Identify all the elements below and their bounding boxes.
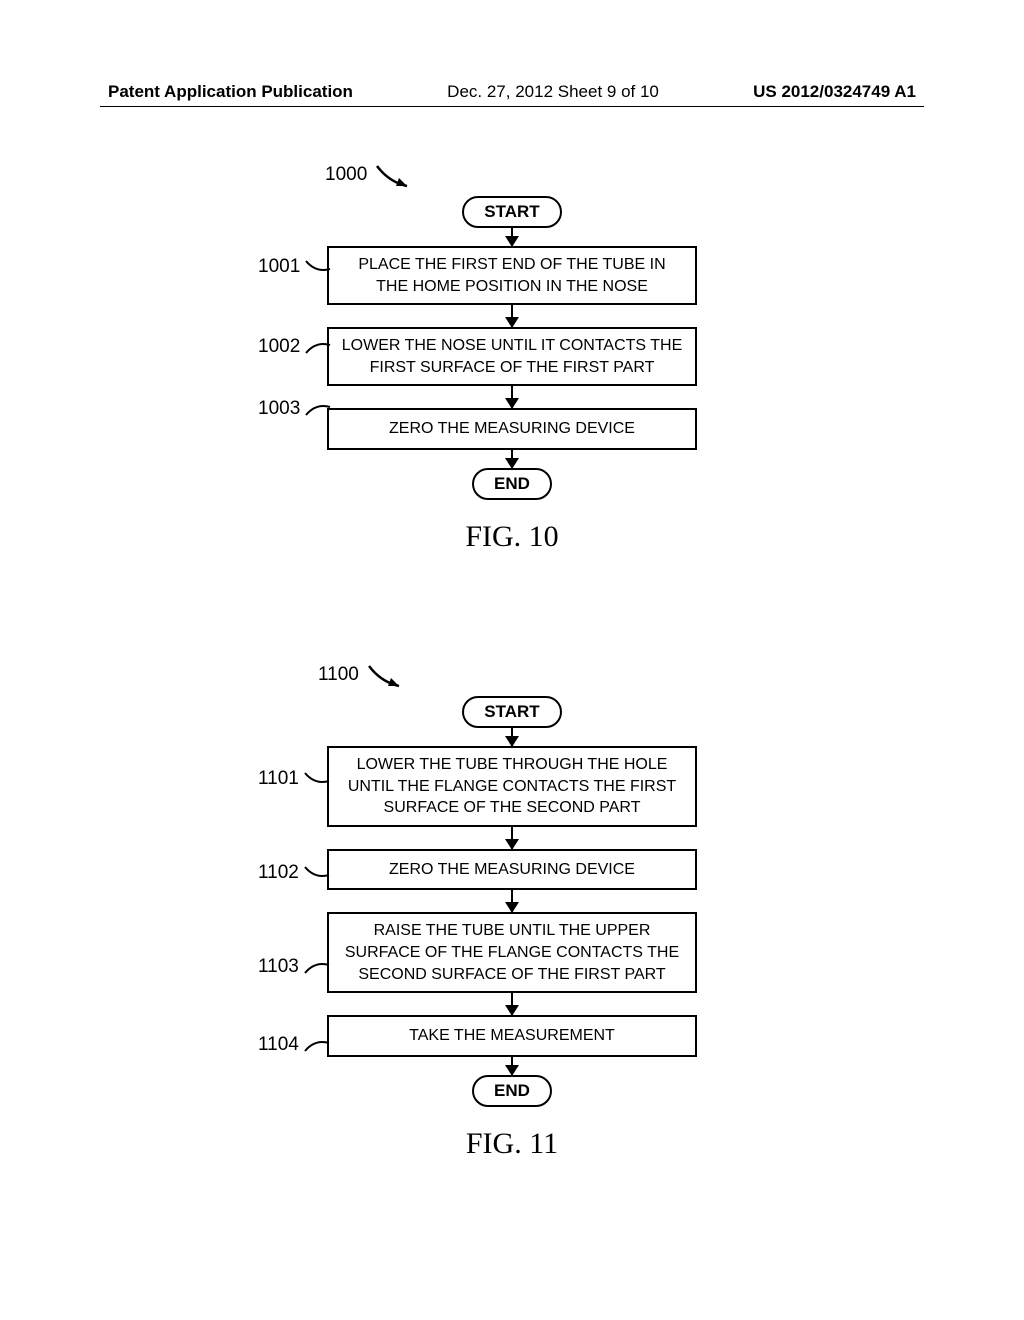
terminal-end: END bbox=[472, 1075, 552, 1107]
process-step-1102: ZERO THE MEASURING DEVICE bbox=[327, 849, 697, 891]
header-center: Dec. 27, 2012 Sheet 9 of 10 bbox=[447, 82, 659, 102]
arrow-icon bbox=[511, 450, 514, 468]
arrow-icon bbox=[511, 386, 514, 408]
step-text: LOWER THE NOSE UNTIL IT CONTACTS THE FIR… bbox=[342, 337, 682, 376]
terminal-end: END bbox=[472, 468, 552, 500]
arrow-icon bbox=[511, 993, 514, 1015]
ref-number: 1002 bbox=[258, 336, 300, 358]
ref-number: 1000 bbox=[325, 164, 367, 186]
ref-number: 1003 bbox=[258, 398, 300, 420]
ref-number: 1103 bbox=[258, 956, 299, 978]
process-step-1001: PLACE THE FIRST END OF THE TUBE IN THE H… bbox=[327, 246, 697, 305]
leader-hook-icon bbox=[303, 863, 331, 883]
ref-label-1002: 1002 bbox=[258, 336, 332, 358]
step-text: ZERO THE MEASURING DEVICE bbox=[389, 420, 635, 437]
header-rule bbox=[100, 106, 924, 107]
figure-caption: FIG. 11 bbox=[466, 1127, 558, 1161]
ref-label-1003: 1003 bbox=[258, 398, 332, 420]
ref-label-1000: 1000 bbox=[325, 160, 421, 190]
header-left: Patent Application Publication bbox=[108, 82, 353, 102]
arrow-icon bbox=[511, 827, 514, 849]
flowchart-fig11: START LOWER THE TUBE THROUGH THE HOLE UN… bbox=[327, 696, 697, 1161]
process-step-1101: LOWER THE TUBE THROUGH THE HOLE UNTIL TH… bbox=[327, 746, 697, 827]
terminal-start: START bbox=[462, 196, 561, 228]
ref-number: 1104 bbox=[258, 1034, 299, 1056]
arrow-icon bbox=[511, 890, 514, 912]
ref-number: 1101 bbox=[258, 768, 299, 790]
step-text: TAKE THE MEASUREMENT bbox=[409, 1027, 615, 1044]
ref-number: 1001 bbox=[258, 256, 300, 278]
arrow-icon bbox=[511, 1057, 514, 1075]
leader-hook-icon bbox=[304, 399, 332, 419]
process-step-1104: TAKE THE MEASUREMENT bbox=[327, 1015, 697, 1057]
leader-arrow-icon bbox=[363, 660, 413, 690]
process-step-1002: LOWER THE NOSE UNTIL IT CONTACTS THE FIR… bbox=[327, 327, 697, 386]
step-text: LOWER THE TUBE THROUGH THE HOLE UNTIL TH… bbox=[348, 756, 676, 816]
ref-number: 1102 bbox=[258, 862, 299, 884]
ref-label-1103: 1103 bbox=[258, 956, 331, 978]
arrow-icon bbox=[511, 728, 514, 746]
step-text: PLACE THE FIRST END OF THE TUBE IN THE H… bbox=[358, 256, 665, 295]
ref-number: 1100 bbox=[318, 664, 359, 686]
leader-arrow-icon bbox=[371, 160, 421, 190]
header-right: US 2012/0324749 A1 bbox=[753, 82, 916, 102]
figure-caption: FIG. 10 bbox=[465, 520, 558, 554]
ref-label-1001: 1001 bbox=[258, 256, 332, 278]
flowchart-fig10: START PLACE THE FIRST END OF THE TUBE IN… bbox=[327, 196, 697, 554]
arrow-icon bbox=[511, 305, 514, 327]
leader-hook-icon bbox=[303, 769, 331, 789]
process-step-1003: ZERO THE MEASURING DEVICE bbox=[327, 408, 697, 450]
step-text: ZERO THE MEASURING DEVICE bbox=[389, 861, 635, 878]
page-header: Patent Application Publication Dec. 27, … bbox=[0, 82, 1024, 102]
ref-label-1104: 1104 bbox=[258, 1034, 331, 1056]
arrow-icon bbox=[511, 228, 514, 246]
ref-label-1102: 1102 bbox=[258, 862, 331, 884]
ref-label-1101: 1101 bbox=[258, 768, 331, 790]
terminal-start: START bbox=[462, 696, 561, 728]
step-text: RAISE THE TUBE UNTIL THE UPPER SURFACE O… bbox=[345, 922, 679, 982]
ref-label-1100: 1100 bbox=[318, 660, 413, 690]
process-step-1103: RAISE THE TUBE UNTIL THE UPPER SURFACE O… bbox=[327, 912, 697, 993]
leader-hook-icon bbox=[304, 257, 332, 277]
leader-hook-icon bbox=[303, 1035, 331, 1055]
leader-hook-icon bbox=[304, 337, 332, 357]
leader-hook-icon bbox=[303, 957, 331, 977]
